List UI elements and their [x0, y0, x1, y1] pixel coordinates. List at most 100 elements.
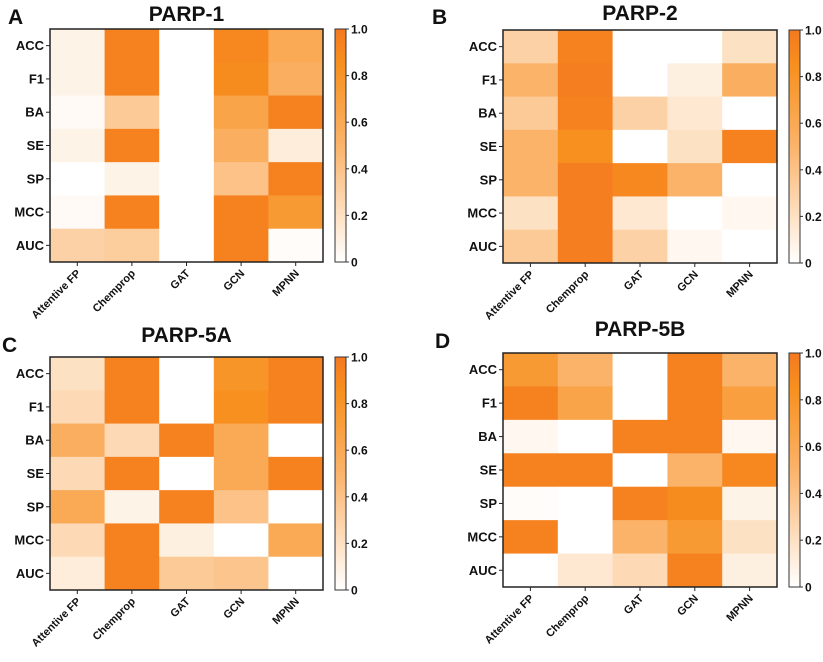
x-tick-label: GCN	[675, 593, 701, 619]
heatmap-cell-acc-attentive-fp	[50, 357, 106, 391]
heatmap-cell-f1-gat	[612, 386, 668, 421]
heatmap-cell-sp-gat	[159, 490, 215, 524]
heatmap-cell-ba-attentive-fp	[503, 419, 559, 454]
heatmap-cell-f1-attentive-fp	[503, 63, 559, 98]
heatmap-cell-sp-gcn	[213, 490, 269, 524]
x-tick-label: GCN	[221, 268, 247, 294]
colorbar-tick-label: 0.6	[805, 117, 822, 131]
heatmap-cell-auc-attentive-fp	[50, 228, 106, 263]
x-tick-label: Chemprop	[91, 267, 139, 315]
colorbar-tick-label: 0.4	[351, 490, 368, 504]
y-tick-label: SP	[480, 172, 498, 187]
heatmap-cell-ba-attentive-fp	[503, 96, 559, 131]
chart-title: PARP-1	[149, 3, 225, 26]
heatmap-cell-se-gcn	[213, 128, 269, 163]
heatmap-cell-ba-gat	[612, 419, 668, 454]
panel-letter: C	[2, 334, 17, 357]
y-tick-label: MCC	[14, 533, 44, 548]
x-tick-label: GCN	[675, 269, 701, 295]
y-tick-label: SE	[27, 138, 45, 153]
heatmap-cell-acc-chemprop	[557, 353, 614, 387]
x-tick-label: Chemprop	[544, 268, 592, 316]
y-tick-label: MCC	[467, 529, 497, 544]
heatmap-cell-mcc-attentive-fp	[503, 520, 559, 555]
x-tick-label: GAT	[622, 268, 647, 293]
heatmap-cell-se-chemprop	[104, 128, 160, 163]
heatmap-cell-acc-gcn	[667, 30, 723, 64]
y-tick-label: ACC	[16, 38, 45, 53]
heatmap-cell-mcc-gcn	[667, 520, 723, 555]
heatmap-cell-sp-mpnn	[268, 490, 324, 524]
heatmap-cell-acc-mpnn	[268, 357, 324, 391]
heatmap-cell-mcc-attentive-fp	[503, 196, 559, 231]
heatmap-cell-f1-gcn	[213, 390, 269, 425]
heatmap-cell-acc-mpnn	[722, 353, 778, 387]
heatmap-cell-ba-mpnn	[268, 423, 324, 458]
heatmap-cell-ba-mpnn	[722, 419, 778, 454]
heatmap-cell-se-gat	[612, 453, 668, 488]
heatmap-cell-f1-mpnn	[268, 390, 324, 425]
x-tick-label: Chemprop	[544, 592, 592, 640]
heatmap-cell-acc-attentive-fp	[503, 30, 559, 64]
heatmap-cell-auc-attentive-fp	[50, 556, 106, 591]
heatmap-cell-mcc-gat	[612, 196, 668, 231]
heatmap-cell-se-gcn	[213, 456, 269, 491]
y-tick-label: SP	[27, 499, 45, 514]
colorbar-tick-label: 0.8	[351, 69, 368, 83]
colorbar-tick-label: 1.0	[351, 23, 368, 37]
heatmap-cell-acc-mpnn	[268, 29, 324, 63]
heatmap-cell-acc-mpnn	[722, 30, 778, 64]
x-tick-label: GAT	[168, 267, 193, 292]
heatmap-cell-mcc-chemprop	[557, 196, 614, 231]
heatmap-cell-ba-gat	[612, 96, 668, 131]
colorbar-tick-label: 1.0	[805, 347, 822, 361]
heatmap-cell-auc-mpnn	[722, 553, 778, 588]
heatmap-cell-se-chemprop	[557, 453, 614, 488]
y-tick-label: SE	[480, 139, 498, 154]
heatmap-cell-sp-gcn	[667, 486, 723, 521]
colorbar-tick-label: 0.8	[805, 393, 822, 407]
heatmap-cell-acc-gat	[612, 30, 668, 64]
heatmap-cell-auc-chemprop	[557, 553, 614, 588]
y-tick-label: MCC	[14, 205, 44, 220]
y-tick-label: AUC	[469, 563, 498, 578]
heatmap-cell-f1-mpnn	[722, 386, 778, 421]
heatmap-cell-f1-mpnn	[268, 62, 324, 97]
heatmap-cell-mcc-gcn	[667, 196, 723, 231]
x-tick-label: GAT	[168, 595, 193, 620]
heatmap-cell-acc-gat	[159, 29, 215, 63]
heatmap-cell-f1-chemprop	[104, 390, 160, 425]
heatmap-cell-se-gcn	[667, 129, 723, 164]
y-tick-label: ACC	[469, 39, 498, 54]
heatmap-cell-f1-gcn	[667, 386, 723, 421]
heatmap-cell-ba-gcn	[213, 423, 269, 458]
panel-letter: B	[432, 6, 447, 29]
heatmap-cell-acc-attentive-fp	[503, 353, 559, 387]
chart-title: PARP-5A	[141, 324, 232, 347]
x-tick-label: GCN	[221, 596, 247, 622]
heatmap-cell-mcc-attentive-fp	[50, 523, 106, 558]
heatmap-cell-auc-gat	[612, 229, 668, 264]
heatmap-cell-ba-gcn	[213, 95, 269, 130]
heatmap-cell-acc-gcn	[213, 357, 269, 391]
heatmap-cell-ba-attentive-fp	[50, 95, 106, 130]
heatmap-cell-se-gat	[159, 128, 215, 163]
heatmap-cell-f1-chemprop	[557, 386, 614, 421]
heatmap-cell-auc-chemprop	[104, 228, 160, 263]
y-tick-label: F1	[29, 399, 44, 414]
heatmap-cell-sp-gcn	[213, 162, 269, 196]
heatmap-cell-auc-gat	[612, 553, 668, 588]
heatmap-cell-mcc-gat	[612, 520, 668, 555]
heatmap-cell-mcc-chemprop	[104, 523, 160, 558]
x-tick-label: Attentive FP	[483, 593, 537, 647]
y-tick-label: MCC	[467, 206, 497, 221]
heatmap-cell-f1-chemprop	[557, 63, 614, 98]
heatmap-cell-se-gcn	[667, 453, 723, 488]
heatmap-cell-auc-chemprop	[557, 229, 614, 264]
heatmap-panel-parp-5a: C PARP-5A ACC F1 BA SE SP MCC AUC Attentive FP Che…	[2, 324, 368, 650]
panel-letter: A	[8, 6, 23, 29]
heatmap-cell-ba-mpnn	[722, 96, 778, 131]
x-tick-label: MPNN	[270, 268, 301, 299]
heatmap-cell-f1-mpnn	[722, 63, 778, 98]
y-tick-label: SE	[480, 463, 498, 478]
